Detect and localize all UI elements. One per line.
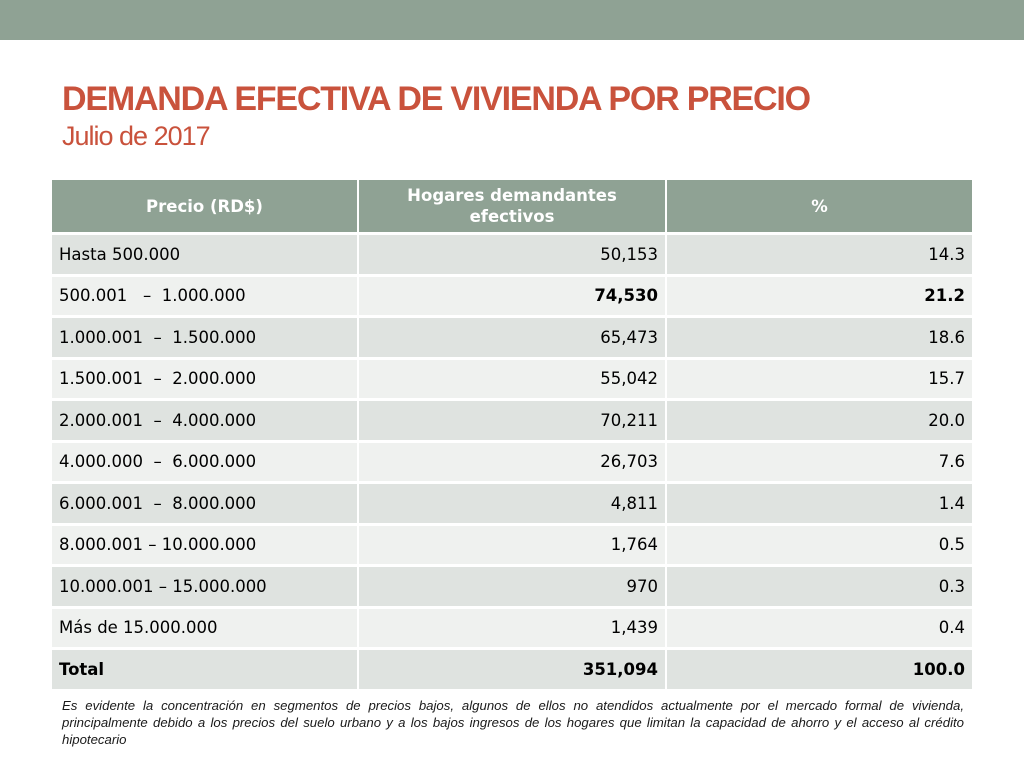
cell-hogares: 50,153 xyxy=(358,233,667,277)
slide-subtitle: Julio de 2017 xyxy=(62,121,211,151)
cell-hogares: 26,703 xyxy=(358,441,667,484)
cell-precio: 4.000.000 – 6.000.000 xyxy=(52,441,359,484)
table-row: 1.000.001 – 1.500.000 65,473 18.6 xyxy=(52,316,972,360)
cell-hogares: 4,811 xyxy=(358,482,667,526)
table-row: Más de 15.000.000 1,439 0.4 xyxy=(52,607,972,650)
cell-percent: 7.6 xyxy=(666,441,972,484)
cell-precio: 10.000.001 – 15.000.000 xyxy=(52,565,359,609)
total-hogares: 351,094 xyxy=(358,648,667,692)
table-row: 2.000.001 – 4.000.000 70,211 20.0 xyxy=(52,399,972,443)
cell-percent: 21.2 xyxy=(666,275,972,318)
footnote-text: Es evidente la concentración en segmento… xyxy=(62,698,964,747)
cell-hogares: 1,764 xyxy=(358,524,667,567)
cell-precio: 2.000.001 – 4.000.000 xyxy=(52,399,359,443)
cell-precio: Hasta 500.000 xyxy=(52,233,359,277)
cell-precio: Más de 15.000.000 xyxy=(52,607,359,650)
cell-hogares: 70,211 xyxy=(358,399,667,443)
cell-hogares: 55,042 xyxy=(358,358,667,401)
header-precio: Precio (RD$) xyxy=(52,180,359,235)
cell-precio: 6.000.001 – 8.000.000 xyxy=(52,482,359,526)
cell-percent: 0.5 xyxy=(666,524,972,567)
cell-hogares: 74,530 xyxy=(358,275,667,318)
cell-percent: 14.3 xyxy=(666,233,972,277)
cell-hogares: 970 xyxy=(358,565,667,609)
cell-percent: 1.4 xyxy=(666,482,972,526)
top-accent-bar xyxy=(0,0,1024,40)
cell-precio: 8.000.001 – 10.000.000 xyxy=(52,524,359,567)
table-body: Hasta 500.000 50,153 14.3 500.001 – 1.000.0… xyxy=(52,233,972,692)
table-row: 1.500.001 – 2.000.000 55,042 15.7 xyxy=(52,358,972,401)
header-hogares: Hogares demandantes efectivos xyxy=(358,180,667,235)
table-row: 500.001 – 1.000.000 74,530 21.2 xyxy=(52,275,972,318)
demand-table: Precio (RD$) Hogares demandantes efectiv… xyxy=(52,180,972,692)
cell-percent: 20.0 xyxy=(666,399,972,443)
cell-hogares: 1,439 xyxy=(358,607,667,650)
cell-percent: 0.4 xyxy=(666,607,972,650)
table-row: 8.000.001 – 10.000.000 1,764 0.5 xyxy=(52,524,972,567)
table-row: 4.000.000 – 6.000.000 26,703 7.6 xyxy=(52,441,972,484)
header-percent: % xyxy=(666,180,972,235)
table-row: 6.000.001 – 8.000.000 4,811 1.4 xyxy=(52,482,972,526)
total-label: Total xyxy=(52,648,359,692)
cell-hogares: 65,473 xyxy=(358,316,667,360)
table-total-row: Total 351,094 100.0 xyxy=(52,648,972,692)
slide-title: DEMANDA EFECTIVA DE VIVIENDA POR PRECIO xyxy=(62,80,811,118)
table-header-row: Precio (RD$) Hogares demandantes efectiv… xyxy=(52,180,972,235)
cell-precio: 1.500.001 – 2.000.000 xyxy=(52,358,359,401)
total-percent: 100.0 xyxy=(666,648,972,692)
cell-percent: 0.3 xyxy=(666,565,972,609)
cell-percent: 18.6 xyxy=(666,316,972,360)
cell-precio: 500.001 – 1.000.000 xyxy=(52,275,359,318)
table-row: 10.000.001 – 15.000.000 970 0.3 xyxy=(52,565,972,609)
cell-precio: 1.000.001 – 1.500.000 xyxy=(52,316,359,360)
cell-percent: 15.7 xyxy=(666,358,972,401)
table-row: Hasta 500.000 50,153 14.3 xyxy=(52,233,972,277)
